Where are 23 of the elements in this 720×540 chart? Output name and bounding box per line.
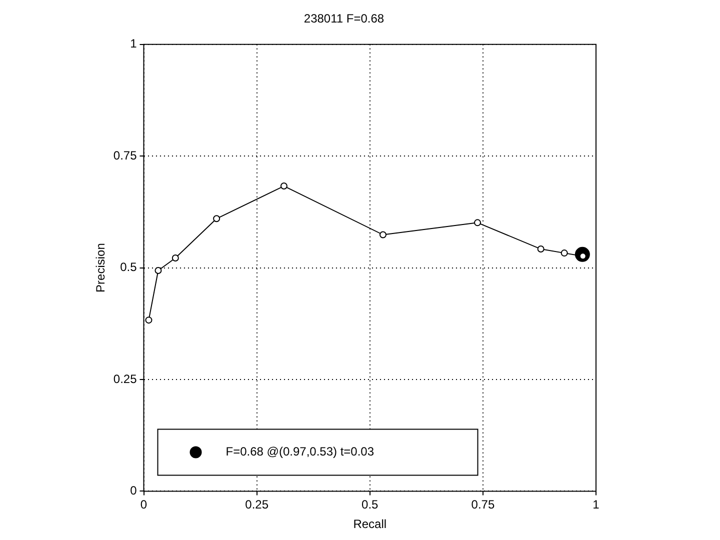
- point: [154, 266, 162, 274]
- legend-label: F=0.68 @(0.97,0.53) t=0.03: [226, 444, 374, 459]
- point: [379, 231, 386, 238]
- y-axis-title: Precision: [94, 243, 108, 292]
- point: [474, 219, 482, 226]
- point: [213, 215, 220, 222]
- x-axis-title: Recall: [353, 517, 387, 532]
- point: [537, 246, 544, 253]
- x-tick-label: 0: [140, 498, 148, 512]
- point: [145, 316, 152, 324]
- y-tick-label: 1: [130, 36, 138, 51]
- x-tick-label: 1: [592, 498, 600, 512]
- y-tick-label: 0.25: [113, 372, 138, 386]
- chart-title: 238011 F=0.68: [304, 12, 384, 26]
- point: [280, 182, 288, 190]
- y-tick-label: 0.5: [120, 260, 138, 274]
- point: [172, 254, 179, 262]
- x-tick-label: 0.5: [362, 498, 379, 512]
- y-tick-label: 0: [130, 484, 138, 498]
- point: [560, 250, 568, 257]
- x-tick-label: 0.25: [245, 498, 269, 512]
- y-tick-label: 0.75: [113, 148, 138, 162]
- x-tick-label: 0.75: [471, 498, 495, 512]
